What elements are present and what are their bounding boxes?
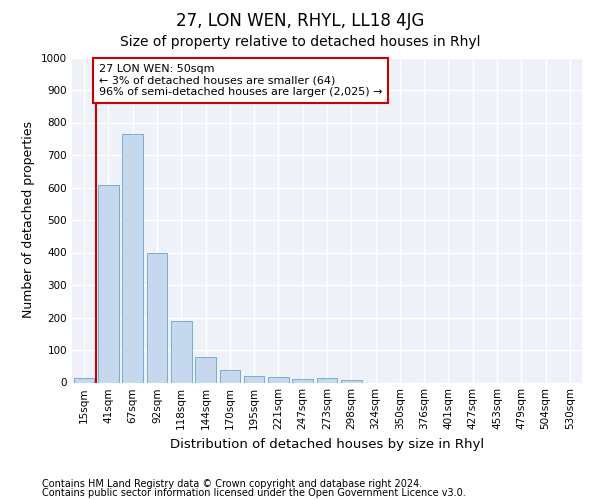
Bar bbox=[122, 134, 143, 382]
Bar bbox=[74, 378, 94, 382]
Bar bbox=[195, 357, 216, 382]
Bar bbox=[317, 378, 337, 382]
Bar bbox=[98, 185, 119, 382]
Bar bbox=[268, 376, 289, 382]
Bar bbox=[146, 252, 167, 382]
Y-axis label: Number of detached properties: Number of detached properties bbox=[22, 122, 35, 318]
Bar bbox=[220, 370, 240, 382]
Text: 27 LON WEN: 50sqm
← 3% of detached houses are smaller (64)
96% of semi-detached : 27 LON WEN: 50sqm ← 3% of detached house… bbox=[99, 64, 382, 97]
X-axis label: Distribution of detached houses by size in Rhyl: Distribution of detached houses by size … bbox=[170, 438, 484, 451]
Text: Contains public sector information licensed under the Open Government Licence v3: Contains public sector information licen… bbox=[42, 488, 466, 498]
Text: 27, LON WEN, RHYL, LL18 4JG: 27, LON WEN, RHYL, LL18 4JG bbox=[176, 12, 424, 30]
Bar bbox=[171, 321, 191, 382]
Text: Contains HM Land Registry data © Crown copyright and database right 2024.: Contains HM Land Registry data © Crown c… bbox=[42, 479, 422, 489]
Bar bbox=[292, 378, 313, 382]
Bar bbox=[244, 376, 265, 382]
Text: Size of property relative to detached houses in Rhyl: Size of property relative to detached ho… bbox=[120, 35, 480, 49]
Bar bbox=[341, 380, 362, 382]
